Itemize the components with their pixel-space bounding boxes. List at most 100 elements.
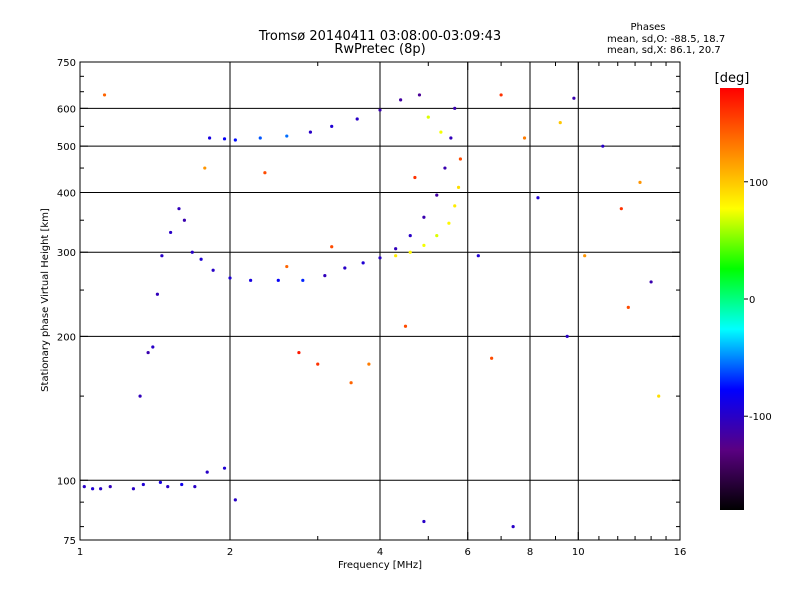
data-points — [82, 93, 661, 529]
data-point — [205, 470, 209, 474]
data-point — [155, 292, 160, 296]
data-point — [447, 221, 451, 225]
data-point — [82, 485, 86, 489]
data-point — [638, 180, 642, 184]
data-point — [151, 345, 155, 349]
axes: 1 2 4 6 8 10 16 75 100 200 300 400 500 600 750 — [57, 58, 686, 558]
x-axis-label: Frequency [MHz] — [338, 560, 422, 571]
data-point — [490, 356, 494, 360]
data-point — [182, 218, 186, 222]
data-point — [199, 257, 203, 261]
data-point — [439, 130, 443, 134]
data-point — [330, 245, 334, 249]
colorbar-tick-label: 100 — [749, 178, 768, 189]
data-point — [285, 134, 289, 138]
y-tick-label: 600 — [57, 104, 76, 115]
data-point — [297, 350, 301, 355]
y-tick-label: 200 — [57, 332, 76, 343]
y-tick-label: 750 — [57, 58, 76, 69]
data-point — [399, 98, 403, 102]
data-point — [222, 137, 227, 141]
chart-title: Tromsø 20140411 03:08:00-03:09:43 — [258, 29, 501, 44]
data-point — [453, 204, 457, 208]
data-point — [146, 350, 150, 355]
stats-line-o: mean, sd,O: -88.5, 18.7 — [607, 34, 725, 45]
data-point — [316, 362, 320, 366]
data-point — [657, 394, 661, 398]
data-point — [378, 256, 382, 260]
data-point — [193, 485, 197, 489]
data-point — [211, 268, 215, 272]
colorbar: 100 0 -100 — [720, 88, 772, 510]
data-point — [443, 166, 447, 170]
data-point — [408, 250, 412, 254]
data-point — [158, 480, 163, 484]
data-point — [285, 264, 289, 269]
colorbar-tick-label: 0 — [749, 295, 755, 306]
x-tick-label: 10 — [572, 547, 585, 558]
data-point — [166, 485, 170, 489]
data-point — [476, 254, 480, 258]
x-tick-label: 8 — [527, 547, 533, 558]
data-point — [558, 121, 562, 125]
data-point — [190, 250, 194, 254]
y-tick-label: 500 — [57, 142, 76, 153]
data-point — [233, 498, 237, 502]
data-point — [453, 106, 457, 110]
data-point — [99, 487, 103, 491]
data-point — [511, 525, 515, 529]
data-point — [355, 117, 359, 121]
data-point — [378, 108, 382, 112]
grid-lines — [80, 62, 680, 540]
data-point — [141, 482, 145, 487]
data-point — [456, 185, 461, 189]
data-point — [203, 166, 207, 170]
data-point — [408, 233, 412, 238]
data-point — [258, 136, 262, 140]
data-point — [435, 233, 439, 238]
data-point — [422, 243, 426, 248]
data-point — [343, 266, 347, 270]
data-point — [458, 157, 463, 161]
data-point — [426, 115, 430, 119]
data-point — [263, 171, 267, 175]
data-point — [207, 136, 212, 140]
data-point — [222, 466, 227, 470]
colorbar-label: [deg] — [715, 71, 750, 86]
data-point — [536, 196, 540, 200]
data-point — [228, 276, 232, 280]
data-point — [417, 93, 422, 97]
y-axis-label: Stationary phase Virtual Height [km] — [40, 208, 51, 392]
data-point — [394, 247, 398, 251]
data-point — [138, 394, 142, 398]
x-tick-label: 6 — [465, 547, 471, 558]
data-point — [422, 519, 426, 524]
data-point — [249, 278, 253, 282]
chart-subtitle: RwPretec (8p) — [334, 42, 425, 57]
data-point — [422, 215, 426, 219]
y-tick-label: 75 — [63, 536, 76, 547]
y-tick-label: 300 — [57, 248, 76, 259]
data-point — [394, 254, 398, 258]
data-point — [301, 278, 305, 282]
data-point — [619, 207, 623, 211]
colorbar-gradient — [720, 88, 744, 510]
data-point — [276, 278, 280, 282]
data-point — [449, 136, 453, 140]
data-point — [91, 487, 95, 491]
data-point — [308, 130, 313, 134]
data-point — [601, 144, 605, 148]
data-point — [361, 261, 365, 265]
stats-line-x: mean, sd,X: 86.1, 20.7 — [607, 45, 721, 56]
data-point — [330, 124, 334, 128]
data-point — [435, 193, 439, 197]
data-point — [367, 362, 371, 366]
data-point — [583, 254, 587, 258]
data-point — [180, 482, 184, 487]
data-point — [233, 138, 237, 142]
x-tick-label: 16 — [674, 547, 687, 558]
data-point — [102, 93, 107, 97]
x-tick-label: 4 — [377, 547, 383, 558]
data-point — [349, 381, 353, 385]
